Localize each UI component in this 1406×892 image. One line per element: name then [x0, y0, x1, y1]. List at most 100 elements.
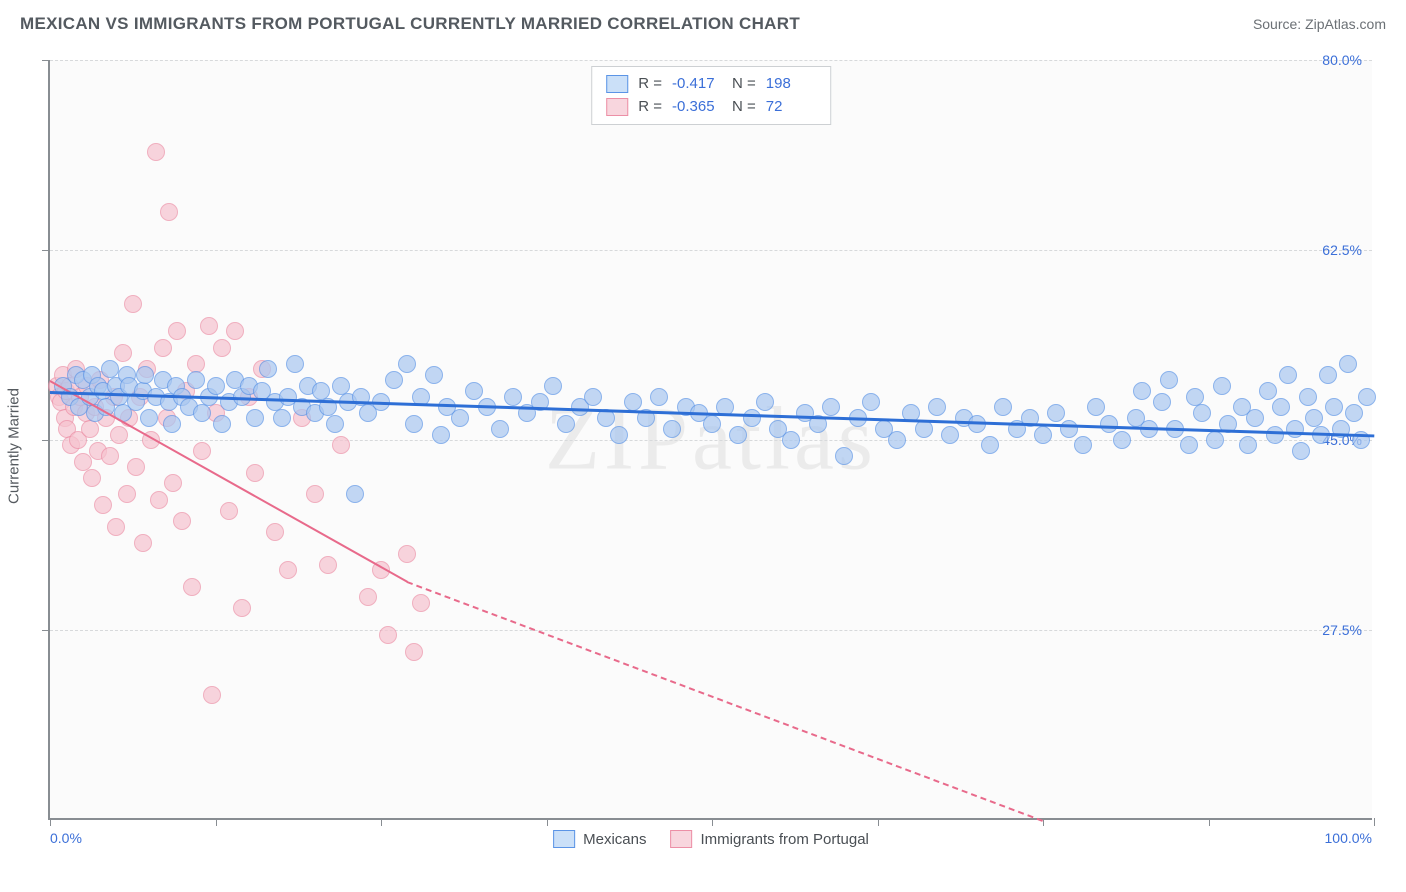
scatter-point-mexicans [246, 409, 264, 427]
stats-r-key-2: R = [638, 96, 662, 119]
stats-r-val-1: -0.417 [672, 73, 722, 96]
scatter-point-mexicans [213, 415, 231, 433]
scatter-point-portugal [213, 339, 231, 357]
scatter-point-mexicans [928, 398, 946, 416]
gridline [50, 440, 1372, 441]
scatter-point-mexicans [193, 404, 211, 422]
scatter-point-portugal [147, 143, 165, 161]
scatter-point-mexicans [346, 485, 364, 503]
scatter-point-mexicans [491, 420, 509, 438]
scatter-point-mexicans [1193, 404, 1211, 422]
scatter-point-portugal [118, 485, 136, 503]
scatter-point-mexicans [425, 366, 443, 384]
scatter-point-portugal [279, 561, 297, 579]
x-tick [50, 818, 51, 826]
scatter-point-portugal [183, 578, 201, 596]
scatter-point-portugal [134, 534, 152, 552]
scatter-point-portugal [127, 458, 145, 476]
legend-item-2: Immigrants from Portugal [670, 830, 868, 848]
gridline [50, 60, 1372, 61]
y-tick [42, 630, 50, 631]
scatter-point-portugal [164, 474, 182, 492]
scatter-point-mexicans [835, 447, 853, 465]
scatter-point-portugal [359, 588, 377, 606]
scatter-point-mexicans [782, 431, 800, 449]
stats-r-key-1: R = [638, 73, 662, 96]
scatter-point-mexicans [1246, 409, 1264, 427]
stats-legend: R = -0.417 N = 198 R = -0.365 N = 72 [591, 66, 831, 125]
scatter-point-portugal [193, 442, 211, 460]
scatter-point-mexicans [1266, 426, 1284, 444]
y-tick-label: 80.0% [1322, 52, 1362, 68]
gridline [50, 630, 1372, 631]
scatter-point-mexicans [259, 360, 277, 378]
scatter-point-mexicans [451, 409, 469, 427]
scatter-point-mexicans [1319, 366, 1337, 384]
scatter-point-mexicans [624, 393, 642, 411]
scatter-point-mexicans [610, 426, 628, 444]
scatter-point-portugal [203, 686, 221, 704]
x-tick [878, 818, 879, 826]
scatter-point-mexicans [663, 420, 681, 438]
scatter-point-portugal [246, 464, 264, 482]
series-legend: Mexicans Immigrants from Portugal [553, 830, 869, 848]
scatter-point-mexicans [398, 355, 416, 373]
scatter-point-mexicans [1113, 431, 1131, 449]
scatter-point-mexicans [385, 371, 403, 389]
scatter-point-mexicans [1060, 420, 1078, 438]
scatter-point-mexicans [544, 377, 562, 395]
scatter-point-portugal [114, 344, 132, 362]
x-tick [1209, 818, 1210, 826]
scatter-point-portugal [168, 322, 186, 340]
scatter-point-mexicans [981, 436, 999, 454]
scatter-point-mexicans [187, 371, 205, 389]
x-tick [1374, 818, 1375, 826]
scatter-point-mexicans [1100, 415, 1118, 433]
scatter-point-portugal [398, 545, 416, 563]
trend-line-extrapolated [407, 581, 1043, 822]
scatter-point-mexicans [207, 377, 225, 395]
scatter-point-mexicans [1239, 436, 1257, 454]
scatter-point-mexicans [504, 388, 522, 406]
x-tick [216, 818, 217, 826]
scatter-point-mexicans [703, 415, 721, 433]
x-axis-end-label: 100.0% [1325, 830, 1372, 846]
scatter-point-mexicans [1272, 398, 1290, 416]
scatter-point-mexicans [1292, 442, 1310, 460]
scatter-point-mexicans [822, 398, 840, 416]
stats-swatch-2 [606, 98, 628, 116]
chart-title: MEXICAN VS IMMIGRANTS FROM PORTUGAL CURR… [20, 14, 800, 34]
scatter-point-mexicans [1299, 388, 1317, 406]
scatter-point-mexicans [1345, 404, 1363, 422]
scatter-point-mexicans [994, 398, 1012, 416]
scatter-point-mexicans [432, 426, 450, 444]
scatter-point-mexicans [1087, 398, 1105, 416]
x-tick [381, 818, 382, 826]
y-tick-label: 27.5% [1322, 622, 1362, 638]
scatter-point-portugal [110, 426, 128, 444]
scatter-point-portugal [379, 626, 397, 644]
chart-plot-area: ZIPatlas R = -0.417 N = 198 R = -0.365 N… [48, 60, 1372, 820]
scatter-point-portugal [160, 203, 178, 221]
scatter-point-mexicans [1160, 371, 1178, 389]
y-tick-label: 62.5% [1322, 242, 1362, 258]
scatter-point-portugal [101, 447, 119, 465]
scatter-point-mexicans [650, 388, 668, 406]
scatter-point-mexicans [326, 415, 344, 433]
scatter-point-mexicans [862, 393, 880, 411]
scatter-point-mexicans [332, 377, 350, 395]
scatter-point-mexicans [163, 415, 181, 433]
y-axis-title: Currently Married [6, 388, 23, 504]
scatter-point-portugal [81, 420, 99, 438]
legend-label-2: Immigrants from Portugal [700, 831, 868, 848]
scatter-point-portugal [150, 491, 168, 509]
stats-n-val-2: 72 [766, 96, 816, 119]
y-tick [42, 440, 50, 441]
scatter-point-portugal [266, 523, 284, 541]
scatter-point-portugal [107, 518, 125, 536]
chart-header: MEXICAN VS IMMIGRANTS FROM PORTUGAL CURR… [0, 0, 1406, 48]
x-axis-start-label: 0.0% [50, 830, 82, 846]
stats-row-2: R = -0.365 N = 72 [606, 96, 816, 119]
scatter-point-portugal [154, 339, 172, 357]
scatter-point-mexicans [465, 382, 483, 400]
